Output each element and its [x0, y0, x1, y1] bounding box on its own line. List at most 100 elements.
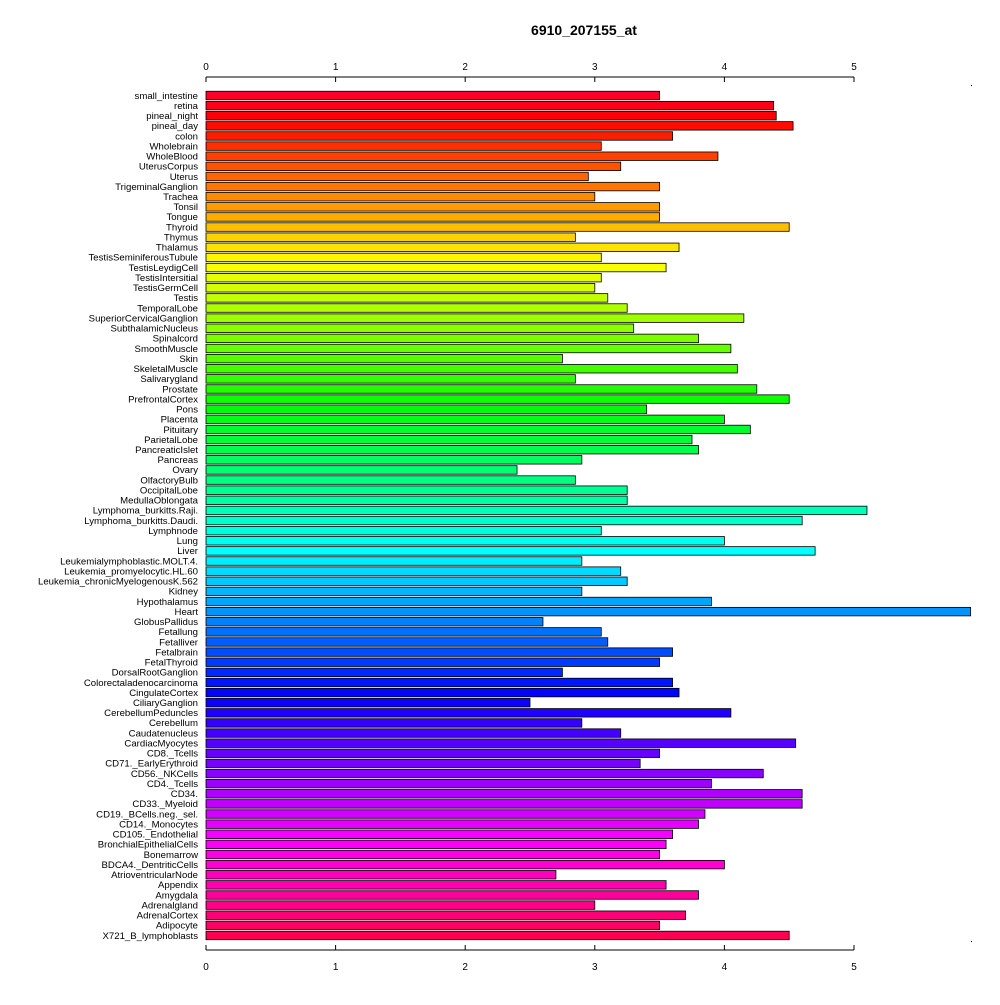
- bar-Tonsil: [205, 202, 661, 212]
- category-label: Leukemialymphoblastic.MOLT.4.: [60, 556, 198, 567]
- category-label: CD14._Monocytes: [119, 819, 198, 830]
- bar-Liver: [205, 546, 816, 556]
- bar-UterusCorpus: [205, 161, 622, 171]
- bar-PancreaticIslet: [205, 445, 699, 455]
- bar-Fetallung: [205, 627, 602, 637]
- bar-Tongue: [205, 212, 661, 222]
- category-label: CD56._NKCells: [131, 769, 198, 780]
- category-label: PancreaticIslet: [135, 445, 198, 456]
- bar-CardiacMyocytes: [205, 738, 797, 748]
- category-label: Amygdala: [155, 890, 198, 901]
- category-label: X721_B_lymphoblasts: [103, 931, 199, 942]
- category-label: Adrenalgland: [141, 900, 198, 911]
- tick-label: 0: [203, 62, 209, 73]
- axis-end-mark: [971, 85, 972, 86]
- bar-colon: [205, 131, 673, 141]
- category-label: Cerebellum: [149, 718, 198, 729]
- bar-retina: [205, 100, 775, 111]
- bar-Kidney: [205, 586, 583, 597]
- category-label: CD34.: [171, 789, 198, 800]
- category-label: Leukemia_promyelocytic.HL.60: [64, 566, 198, 577]
- bar-Salivarygland: [205, 374, 576, 384]
- bar-Pancreas: [205, 455, 583, 465]
- category-label: CerebellumPeduncles: [104, 708, 198, 719]
- bar-Colorectaladenocarcinoma: [205, 677, 673, 688]
- bar-Thyroid: [205, 222, 790, 232]
- bar-Uterus: [205, 171, 589, 182]
- category-label: Thyroid: [166, 222, 198, 233]
- bar-Hypothalamus: [205, 596, 712, 607]
- tick-label: 0: [203, 962, 209, 973]
- bar-Adrenalgland: [205, 900, 596, 910]
- category-label: colon: [175, 131, 198, 142]
- category-label: Testis: [173, 293, 198, 304]
- bar-CD33._Myeloid: [205, 799, 803, 809]
- category-label: CingulateCortex: [129, 688, 198, 699]
- category-label: Uterus: [170, 172, 198, 183]
- category-label: GlobusPallidus: [134, 617, 198, 628]
- bar-CerebellumPeduncles: [205, 708, 732, 718]
- category-label: Prostate: [162, 384, 198, 395]
- bar-TestisGermCell: [205, 283, 596, 293]
- category-label: TestisLeydigCell: [129, 263, 198, 274]
- bar-small_intestine: [205, 90, 661, 101]
- category-label: Spinalcord: [153, 334, 198, 345]
- bar-Fetalliver: [205, 637, 609, 647]
- bar-Caudatenucleus: [205, 728, 622, 738]
- tick-label: 2: [462, 62, 468, 73]
- category-label: SuperiorCervicalGanglion: [89, 313, 198, 324]
- category-label: Pons: [176, 405, 198, 416]
- category-label: CiliaryGanglion: [133, 698, 198, 709]
- category-label: UterusCorpus: [139, 162, 198, 173]
- category-label: CD71._EarlyErythroid: [105, 759, 198, 770]
- bar-SmoothMuscle: [205, 343, 732, 354]
- bar-Lymphoma_burkitts.Raji.: [205, 505, 868, 516]
- bar-Leukemialymphoblastic.MOLT.4.: [205, 556, 583, 566]
- bar-TemporalLobe: [205, 303, 628, 313]
- bar-Heart: [205, 606, 972, 617]
- bar-pineal_day: [205, 121, 794, 131]
- bar-Cerebellum: [205, 718, 583, 728]
- bar-Thalamus: [205, 242, 680, 252]
- bar-Testis: [205, 293, 609, 303]
- tick-label: 4: [722, 962, 728, 973]
- bar-Amygdala: [205, 890, 699, 900]
- category-label: Leukemia_chronicMyelogenousK.562: [38, 577, 198, 588]
- category-label: SmoothMuscle: [135, 344, 198, 355]
- tick-label: 1: [333, 962, 339, 973]
- category-label: Thymus: [164, 232, 198, 243]
- bar-WholeBlood: [205, 151, 719, 161]
- category-label: Lymphoma_burkitts.Daudi.: [84, 516, 198, 527]
- category-label: Kidney: [169, 587, 199, 598]
- category-label: SkeletalMuscle: [133, 364, 198, 375]
- category-label: OlfactoryBulb: [140, 475, 198, 486]
- bar-CingulateCortex: [205, 687, 680, 698]
- category-label: Thalamus: [156, 243, 198, 254]
- category-label: TestisGermCell: [133, 283, 198, 294]
- bar-ParietalLobe: [205, 434, 693, 445]
- category-label: FetalThyroid: [145, 658, 198, 669]
- tick-label: 3: [592, 62, 598, 73]
- category-label: pineal_day: [152, 121, 199, 132]
- bar-Lymphoma_burkitts.Daudi.: [205, 515, 803, 526]
- tick-label: 3: [592, 962, 598, 973]
- category-label: OccipitalLobe: [140, 485, 198, 496]
- category-label: Caudatenucleus: [129, 728, 199, 739]
- bar-CD4._Tcells: [205, 779, 712, 789]
- bar-Adipocyte: [205, 920, 661, 930]
- category-label: SubthalamicNucleus: [111, 324, 199, 335]
- bar-Fetalbrain: [205, 647, 673, 657]
- bar-Lymphnode: [205, 526, 602, 536]
- bar-BDCA4._DentriticCells: [205, 859, 725, 870]
- bar-CD56._NKCells: [205, 768, 764, 779]
- category-label: TemporalLobe: [137, 303, 198, 314]
- bar-X721_B_lymphoblasts: [205, 930, 790, 941]
- category-label: Lymphnode: [148, 526, 198, 537]
- category-label: Tongue: [167, 212, 198, 223]
- bar-SuperiorCervicalGanglion: [205, 313, 745, 323]
- bar-FetalThyroid: [205, 657, 661, 667]
- category-label: Bonemarrow: [144, 850, 198, 861]
- category-label: MedullaOblongata: [120, 496, 199, 507]
- tick-label: 1: [333, 62, 339, 73]
